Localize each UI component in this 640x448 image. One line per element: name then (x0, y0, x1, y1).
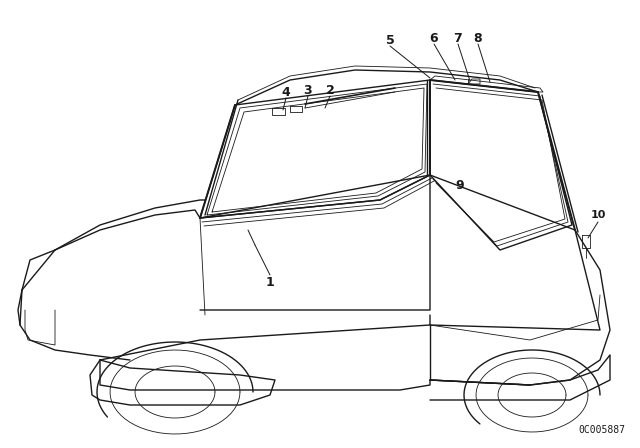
Text: 8: 8 (474, 31, 483, 44)
Text: 1: 1 (266, 276, 275, 289)
Text: 5: 5 (386, 34, 394, 47)
Text: 4: 4 (282, 86, 291, 99)
Text: 10: 10 (590, 210, 605, 220)
Text: 9: 9 (456, 178, 464, 191)
Text: 7: 7 (454, 31, 462, 44)
Text: 6: 6 (429, 31, 438, 44)
Text: 0C005887: 0C005887 (578, 425, 625, 435)
Text: 2: 2 (326, 83, 334, 96)
Text: 3: 3 (304, 83, 312, 96)
